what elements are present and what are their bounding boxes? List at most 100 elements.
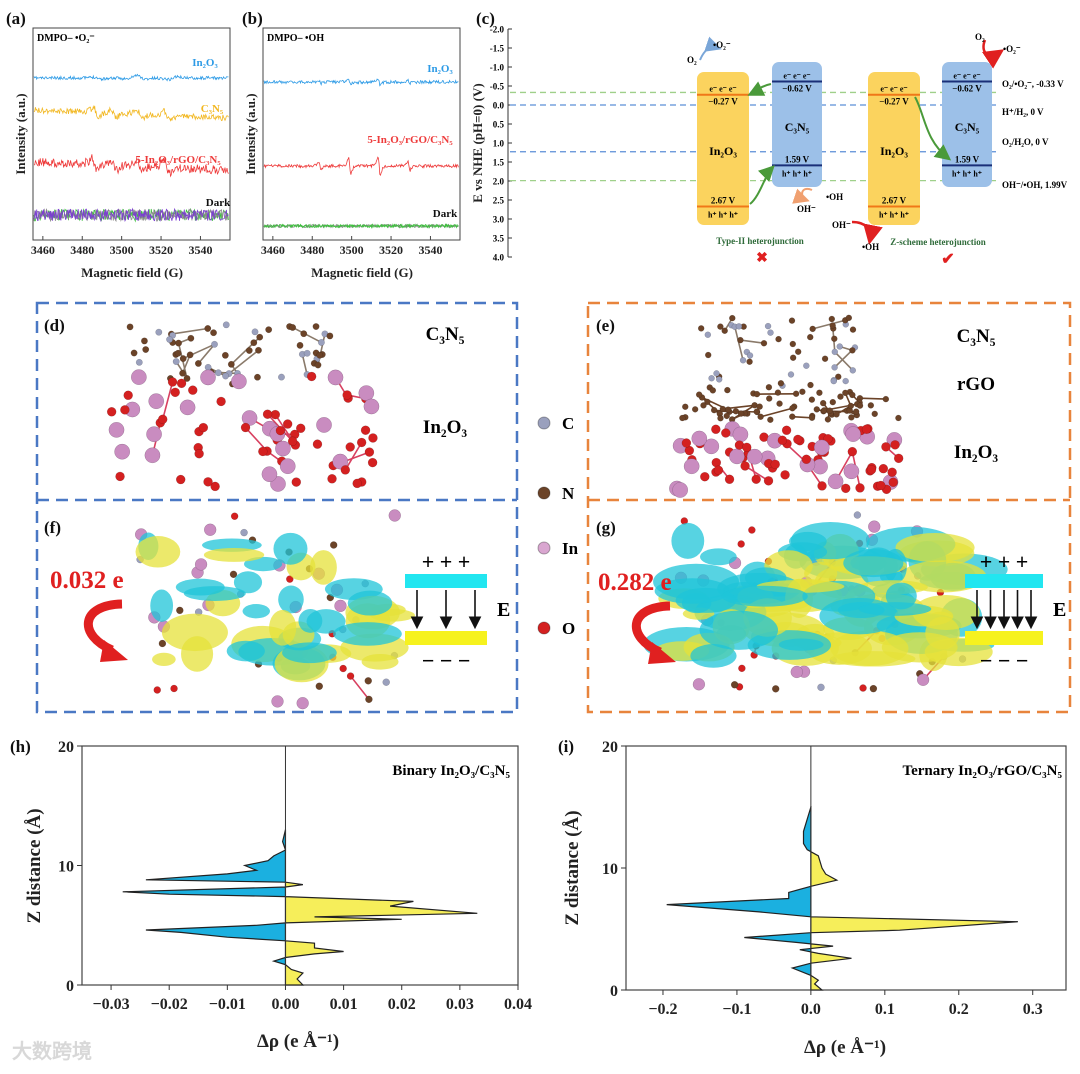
panel-label-e: (e): [596, 316, 615, 335]
y-tick-label: -2.0: [490, 25, 505, 35]
atom-c: [716, 376, 722, 382]
field-label: E: [1053, 599, 1066, 621]
negative-charges: − − −: [980, 648, 1029, 673]
positive-plate: [965, 574, 1043, 588]
atom-in: [272, 695, 284, 707]
charge-accumulation-isosurface: [181, 636, 213, 672]
atom-o: [241, 423, 250, 432]
atom-c: [736, 323, 742, 329]
panel-label-f: (f): [44, 518, 61, 537]
y-tick-label: 0.5: [493, 120, 505, 130]
y-tick-label: 4.0: [493, 253, 505, 263]
atom-o: [158, 415, 167, 424]
series-line: [34, 106, 228, 121]
charge-depletion-isosurface: [307, 609, 346, 633]
atom-o: [748, 527, 755, 534]
atom-n: [775, 390, 781, 396]
c3n5-label: C₃N₅: [957, 326, 996, 347]
atom-c: [768, 330, 774, 336]
y-tick-label: 0.0: [493, 101, 505, 111]
atom-c: [241, 529, 248, 536]
atom-n: [790, 341, 796, 347]
charge-depletion-isosurface: [843, 549, 903, 577]
atom-n: [789, 318, 795, 324]
series-line: [264, 79, 458, 86]
atom-o: [343, 390, 352, 399]
plot-frame: [626, 746, 1066, 990]
series-label-in2o3: In₂O₃: [427, 63, 453, 75]
atom-o: [860, 685, 867, 692]
x-tick-label: 3540: [188, 243, 212, 257]
atom-c: [136, 359, 142, 365]
atom-o: [204, 477, 213, 486]
atom-n: [175, 350, 181, 356]
x-tick-label: 3460: [31, 243, 55, 257]
atom-o: [818, 481, 827, 490]
atom-n: [210, 330, 216, 336]
atom-o: [714, 466, 723, 475]
bond: [163, 382, 173, 419]
atom-o: [894, 454, 903, 463]
atom-o: [195, 449, 204, 458]
atom-n: [175, 340, 181, 346]
atom-n: [870, 685, 877, 692]
charge-depletion-isosurface: [176, 579, 225, 596]
x-axis-title: Magnetic field (G): [81, 265, 183, 280]
atom-n: [127, 324, 133, 330]
atom-c: [383, 679, 390, 686]
x-tick-label: 0.02: [388, 996, 416, 1013]
atom-n: [827, 408, 833, 414]
legend-label: N: [562, 484, 575, 503]
atom-n: [816, 390, 822, 396]
holes-label: h⁺ h⁺ h⁺: [879, 210, 909, 219]
atom-o: [862, 425, 871, 434]
scheme-label-z-scheme: Z-scheme heterojunction: [890, 237, 986, 247]
atom-n: [754, 409, 760, 415]
atom-n: [830, 322, 836, 328]
y-axis-title: Intensity (a.u.): [243, 93, 258, 174]
superoxide-arrow: [983, 40, 1000, 55]
x-axis-title: Magnetic field (G): [311, 265, 413, 280]
atom-in: [297, 697, 309, 709]
atom-o: [752, 475, 761, 484]
material-label: C₃N₅: [955, 120, 980, 134]
vb-potential: 2.67 V: [711, 195, 736, 205]
atom-o: [841, 484, 850, 493]
atom-c: [788, 371, 794, 377]
x-tick-label: 0.3: [1023, 1001, 1043, 1018]
atom-o: [258, 447, 267, 456]
series-label-composite: 5-In₂O₃/rGO/C₃N₅: [367, 134, 453, 146]
atom-o: [848, 447, 857, 456]
chart-title: Binary In₂O₃/C₃N₅: [392, 763, 510, 779]
charge-accumulation-isosurface: [830, 651, 915, 666]
atom-n: [737, 337, 743, 343]
molecular-structure: [107, 322, 379, 492]
atom-in: [115, 444, 130, 459]
atom-c: [765, 323, 771, 329]
legend-atom-in-icon: [538, 542, 550, 554]
atom-n: [849, 347, 855, 353]
x-tick-label: 3480: [300, 243, 324, 257]
x-tick-label: 0.01: [330, 996, 358, 1013]
negative-plate: [405, 631, 487, 645]
charge-depletion-isosurface: [227, 641, 265, 662]
x-tick-label: 3520: [379, 243, 403, 257]
atom-n: [188, 335, 194, 341]
atom-n: [724, 413, 730, 419]
charge-accumulation-isosurface: [152, 653, 176, 666]
potential-label: H⁺/H₂, 0 V: [1002, 107, 1044, 117]
series-line: [264, 157, 458, 175]
atom-n: [895, 415, 901, 421]
atom-n: [822, 356, 828, 362]
x-tick-label: 3460: [261, 243, 285, 257]
rgo-label: rGO: [957, 374, 995, 395]
atom-c: [854, 512, 861, 519]
atom-o: [263, 410, 272, 419]
species-oh: OH⁻: [832, 220, 851, 230]
atom-n: [313, 323, 319, 329]
y-tick-label: -0.5: [490, 82, 505, 92]
atom-n: [257, 334, 263, 340]
chart-title: DMPO– •OH: [267, 33, 324, 44]
electrons-label: e⁻ e⁻ e⁻: [783, 71, 810, 80]
panel-label-b: (b): [242, 9, 263, 28]
